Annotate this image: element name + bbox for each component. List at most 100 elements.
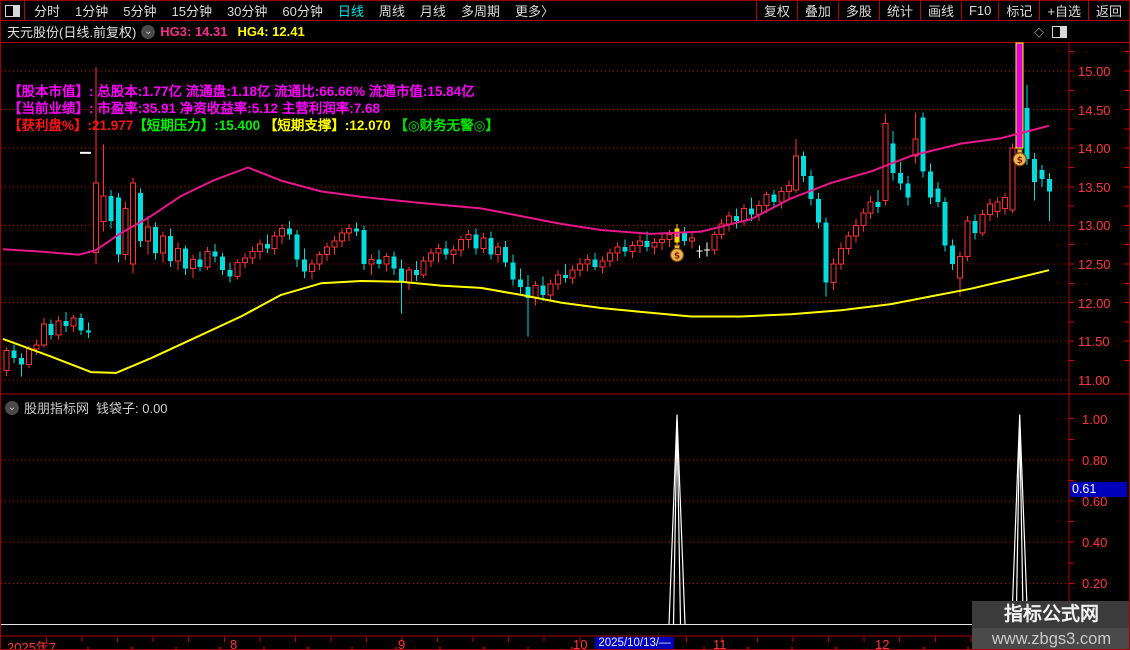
candle-body-up xyxy=(189,258,196,270)
candle-body-up xyxy=(159,235,166,254)
menu-item-叠加[interactable]: 叠加 xyxy=(796,1,838,20)
menu-item-画线[interactable]: 画线 xyxy=(919,1,961,20)
menu-item-分时[interactable]: 分时 xyxy=(34,4,61,19)
menu-item-5分钟[interactable]: 5分钟 xyxy=(123,4,157,19)
candle-body-up xyxy=(957,255,964,279)
menu-item-1分钟[interactable]: 1分钟 xyxy=(75,4,109,19)
candle-body-down xyxy=(376,259,382,264)
candle-body-down xyxy=(354,228,360,232)
ma-line-hg4 xyxy=(2,269,1050,374)
annotation-text: 【◎财务无警◎】 xyxy=(394,118,499,133)
candle-body-down xyxy=(905,183,911,198)
panel2-axis-label: 0.60 xyxy=(1082,494,1108,510)
hg3-value: HG3: 14.31 xyxy=(160,24,228,39)
menu-item-60分钟[interactable]: 60分钟 xyxy=(282,4,323,19)
candle-body-up xyxy=(420,260,427,276)
menu-item-周线[interactable]: 周线 xyxy=(378,4,405,19)
candle-body-up xyxy=(711,234,718,251)
menu-item-标记[interactable]: 标记 xyxy=(998,1,1039,20)
candle-body-up xyxy=(778,190,785,203)
panel2-spike-inner xyxy=(1015,420,1024,625)
candle-body-down xyxy=(927,171,933,198)
candle-body-up xyxy=(882,122,889,202)
candle-body-down xyxy=(78,318,84,331)
candle-body-down xyxy=(503,247,509,263)
watermark-url: www.zbgs3.com xyxy=(972,628,1129,649)
price-axis-label: 13.00 xyxy=(1078,218,1111,234)
candle-body-down xyxy=(823,222,829,283)
candle-body-up xyxy=(331,240,338,248)
menu-item-F10[interactable]: F10 xyxy=(960,1,998,20)
candle-body-down xyxy=(592,259,598,268)
annotation-text: 【股本市值】: 总股本:1.77亿 流通盘:1.18亿 流通比:66.66% 流… xyxy=(8,84,475,99)
layout-toggle-button[interactable] xyxy=(1,1,25,20)
candle-body-up xyxy=(383,255,390,265)
menu-item-15分钟[interactable]: 15分钟 xyxy=(171,4,212,19)
menu-item-更多〉[interactable]: 更多〉 xyxy=(514,4,554,19)
menu-item-多股[interactable]: 多股 xyxy=(837,1,879,20)
candle-body-down xyxy=(734,216,740,221)
candle-body-up xyxy=(70,317,77,327)
menu-item-30分钟[interactable]: 30分钟 xyxy=(226,4,268,19)
candle-body-up xyxy=(495,246,502,256)
candle-body-down xyxy=(622,247,628,252)
candle-body-down xyxy=(935,188,941,203)
svg-text:$: $ xyxy=(1017,156,1023,166)
panel2-indicator-value: 钱袋子: 0.00 xyxy=(96,401,168,416)
price-axis-label: 13.50 xyxy=(1078,179,1111,195)
candle-body-up xyxy=(450,249,457,256)
layout-panel-icon-2[interactable] xyxy=(1052,25,1067,38)
menu-item-多周期[interactable]: 多周期 xyxy=(460,4,500,19)
candle-body-up xyxy=(33,344,40,350)
candle-body-up xyxy=(726,215,733,225)
menu-item-返回[interactable]: 返回 xyxy=(1087,1,1129,20)
menu-bar: 分时 1分钟 5分钟 15分钟 30分钟 60分钟 日线 周线 月线 多周期 更多〉 复权 叠加 多股统… xyxy=(1,1,1129,21)
chevron-down-circle-icon[interactable]: ⌄ xyxy=(5,400,19,415)
candle-body-up xyxy=(465,234,472,240)
candle-body-up xyxy=(40,323,47,346)
annotation-text: 【获利盘%】:21.977 xyxy=(8,118,134,133)
time-axis-year-label: 2025年7 xyxy=(7,640,57,650)
candle-body-up xyxy=(666,234,673,240)
diamond-icon[interactable]: ◇ xyxy=(1034,23,1044,39)
candle-body-up xyxy=(554,274,561,285)
candle-body-down xyxy=(63,321,69,326)
menu-item-复权[interactable]: 复权 xyxy=(755,1,797,20)
candle-body-up xyxy=(718,223,725,236)
candle-body-up xyxy=(860,212,867,226)
candle-body-up xyxy=(1009,147,1016,211)
candle-body-up xyxy=(256,243,263,253)
candle-body-down xyxy=(771,194,777,203)
time-axis-label: 12 xyxy=(875,637,890,650)
ma-line-hg3 xyxy=(2,124,1050,256)
money-bag-icon: $ xyxy=(1012,148,1027,167)
candle-body-up xyxy=(606,252,613,262)
menu-item-日线[interactable]: 日线 xyxy=(337,4,364,19)
candle-body-up xyxy=(1001,197,1008,209)
candle-body-up xyxy=(435,248,442,254)
candle-body-down xyxy=(391,256,397,269)
chevron-down-icon[interactable]: ⌄ xyxy=(141,24,156,39)
candle-body-up xyxy=(569,269,576,279)
tool-menu: 复权 叠加 多股 统计 画线 F10 标记 +自选 返回 xyxy=(755,1,1129,20)
candle-body-up xyxy=(845,235,852,250)
candle-body-down xyxy=(264,243,270,249)
menu-item-统计[interactable]: 统计 xyxy=(878,1,920,20)
watermark: 指标公式网 www.zbgs3.com xyxy=(972,601,1129,649)
annotation-row-3: 【获利盘%】:21.977【短期压力】:15.400 【短期支撑】:12.070… xyxy=(8,114,499,134)
candle-body-up xyxy=(964,220,971,257)
candle-body-up xyxy=(3,349,10,372)
candle-body-down xyxy=(212,251,218,257)
menu-item-月线[interactable]: 月线 xyxy=(419,4,446,19)
menu-item-+自选[interactable]: +自选 xyxy=(1039,1,1088,20)
annotation-row-1: 【股本市值】: 总股本:1.77亿 流通盘:1.18亿 流通比:66.66% 流… xyxy=(8,80,475,100)
price-axis-label: 15.00 xyxy=(1078,64,1111,79)
candle-body-down xyxy=(942,202,948,246)
candle-body-up xyxy=(577,263,584,271)
candle-body-up xyxy=(241,257,248,263)
title-bar: 天元股份(日线.前复权) ⌄ HG3: 14.31 HG4: 12.41 ◇ xyxy=(1,21,1129,42)
svg-text:$: $ xyxy=(674,252,680,262)
candle-body-down xyxy=(197,259,203,268)
candle-body-up xyxy=(346,227,353,234)
